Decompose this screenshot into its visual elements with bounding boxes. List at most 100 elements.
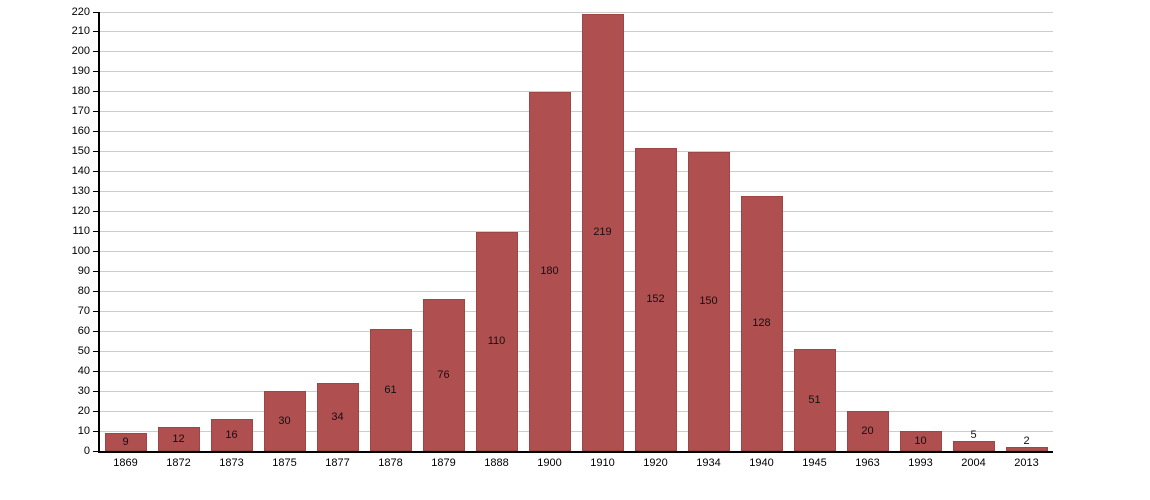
gridline bbox=[99, 91, 1053, 93]
gridline bbox=[99, 71, 1053, 73]
y-tick-label: 150 bbox=[71, 145, 90, 158]
x-tick-label: 1934 bbox=[696, 457, 721, 469]
bar-value-label: 20 bbox=[861, 424, 874, 437]
y-tick-label: 70 bbox=[77, 304, 90, 317]
bar bbox=[687, 151, 730, 451]
y-tick-label: 220 bbox=[71, 5, 90, 18]
y-tick-mark bbox=[93, 290, 99, 292]
y-tick-mark bbox=[93, 31, 99, 33]
bar-value-label: 2 bbox=[1023, 435, 1030, 447]
y-tick-mark bbox=[93, 270, 99, 272]
bar bbox=[157, 427, 200, 451]
x-tick-label: 1877 bbox=[325, 457, 350, 469]
y-tick-mark bbox=[93, 370, 99, 372]
x-tick-label: 1879 bbox=[431, 457, 456, 469]
bar-value-label: 51 bbox=[808, 393, 821, 406]
bar-value-label: 12 bbox=[172, 432, 185, 445]
y-tick-label: 170 bbox=[71, 105, 90, 118]
y-tick-mark bbox=[93, 211, 99, 213]
gridline bbox=[99, 430, 1053, 432]
bar bbox=[528, 91, 571, 451]
y-tick-mark bbox=[93, 250, 99, 252]
bar-value-label: 219 bbox=[593, 225, 612, 238]
bar bbox=[210, 419, 253, 451]
y-tick-label: 200 bbox=[71, 45, 90, 58]
x-tick-label: 1920 bbox=[643, 457, 668, 469]
bar bbox=[104, 433, 147, 451]
bar-value-label: 76 bbox=[437, 368, 450, 381]
bar bbox=[369, 329, 412, 451]
y-tick-mark bbox=[93, 131, 99, 133]
gridline bbox=[99, 31, 1053, 33]
y-tick-mark bbox=[93, 151, 99, 153]
gridline bbox=[99, 410, 1053, 412]
y-tick-mark bbox=[93, 11, 99, 13]
y-tick-label: 30 bbox=[77, 384, 90, 397]
bar bbox=[846, 411, 889, 451]
x-tick-label: 2013 bbox=[1014, 457, 1039, 469]
y-tick-mark bbox=[93, 91, 99, 93]
y-tick-label: 130 bbox=[71, 185, 90, 198]
y-tick-mark bbox=[93, 430, 99, 432]
y-tick-mark bbox=[93, 310, 99, 312]
x-tick-label: 1945 bbox=[802, 457, 827, 469]
bar-value-label: 10 bbox=[914, 434, 927, 447]
y-tick-label: 80 bbox=[77, 284, 90, 297]
gridline bbox=[99, 310, 1053, 312]
y-tick-label: 10 bbox=[77, 424, 90, 437]
y-tick-label: 120 bbox=[71, 205, 90, 218]
y-axis-line bbox=[98, 12, 100, 453]
gridline bbox=[99, 250, 1053, 252]
bar bbox=[422, 299, 465, 451]
x-tick-label: 1872 bbox=[166, 457, 191, 469]
bar-value-label: 61 bbox=[384, 383, 397, 396]
x-tick-label: 1900 bbox=[537, 457, 562, 469]
gridline bbox=[99, 11, 1053, 13]
gridline bbox=[99, 211, 1053, 213]
y-tick-mark bbox=[93, 410, 99, 412]
y-tick-mark bbox=[93, 71, 99, 73]
bar-value-label: 128 bbox=[752, 316, 771, 329]
x-tick-label: 1878 bbox=[378, 457, 403, 469]
y-tick-label: 100 bbox=[71, 244, 90, 257]
y-tick-mark bbox=[93, 450, 99, 452]
bar-value-label: 16 bbox=[225, 428, 238, 441]
x-tick-label: 1875 bbox=[272, 457, 297, 469]
gridline bbox=[99, 330, 1053, 332]
gridline bbox=[99, 131, 1053, 133]
bar-value-label: 180 bbox=[540, 264, 559, 277]
bar bbox=[952, 441, 995, 451]
gridline bbox=[99, 231, 1053, 232]
gridline bbox=[99, 350, 1053, 352]
bar-value-label: 34 bbox=[331, 410, 344, 423]
x-tick-label: 2004 bbox=[961, 457, 986, 469]
bar bbox=[793, 349, 836, 451]
y-tick-mark bbox=[93, 390, 99, 392]
bar-value-label: 152 bbox=[646, 292, 665, 305]
y-tick-label: 160 bbox=[71, 125, 90, 138]
x-axis-line bbox=[98, 451, 1053, 453]
gridline bbox=[99, 290, 1053, 292]
x-tick-label: 1993 bbox=[908, 457, 933, 469]
x-tick-label: 1910 bbox=[590, 457, 615, 469]
y-tick-mark bbox=[93, 191, 99, 193]
gridline bbox=[99, 151, 1053, 153]
y-tick-mark bbox=[93, 111, 99, 113]
bar bbox=[899, 431, 942, 451]
bar-value-label: 5 bbox=[970, 429, 977, 442]
bar bbox=[475, 231, 518, 451]
y-tick-label: 20 bbox=[77, 404, 90, 417]
bar-value-label: 30 bbox=[278, 414, 291, 427]
gridline bbox=[99, 270, 1053, 272]
bar bbox=[263, 391, 306, 451]
bar bbox=[634, 147, 677, 451]
y-tick-label: 180 bbox=[71, 85, 90, 98]
x-tick-label: 1963 bbox=[855, 457, 880, 469]
bar bbox=[1005, 447, 1048, 451]
gridline bbox=[99, 51, 1053, 53]
gridline bbox=[99, 370, 1053, 372]
y-tick-mark bbox=[93, 171, 99, 173]
y-tick-label: 90 bbox=[77, 264, 90, 277]
bar bbox=[740, 195, 783, 451]
